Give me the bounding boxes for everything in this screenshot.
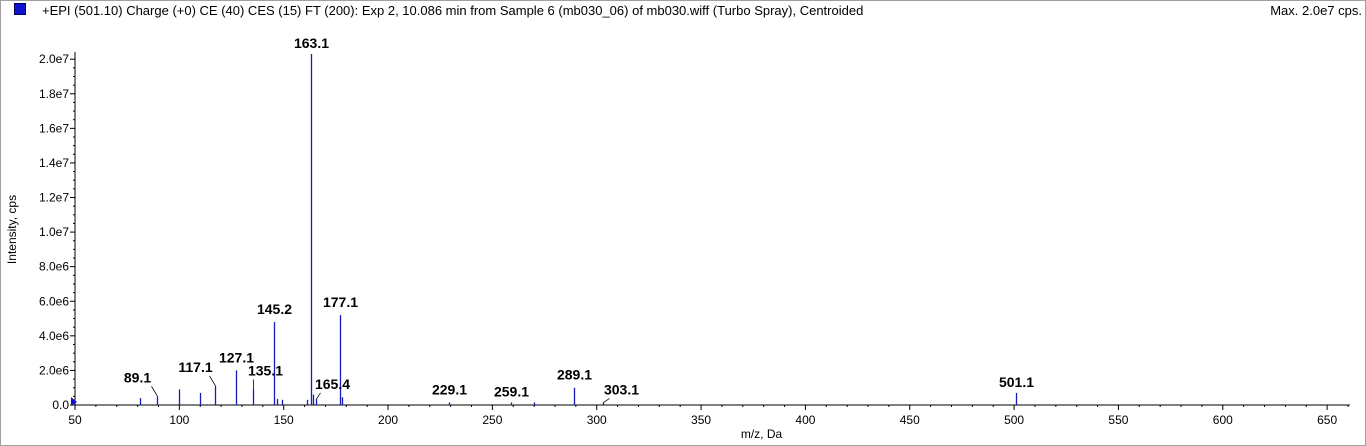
origin-marker-icon — [71, 397, 77, 406]
x-tick-label: 450 — [900, 413, 920, 427]
x-tick-label: 650 — [1317, 413, 1337, 427]
peak-label: 163.1 — [294, 35, 329, 51]
x-tick-label: 100 — [169, 413, 189, 427]
x-tick-label: 150 — [274, 413, 294, 427]
y-tick-label: 1.4e7 — [39, 156, 69, 170]
x-tick-label: 350 — [691, 413, 711, 427]
x-tick-label: 500 — [1004, 413, 1024, 427]
y-tick-label: 1.6e7 — [39, 121, 69, 135]
peak-label: 127.1 — [219, 349, 254, 365]
peak-leader-line — [151, 386, 158, 397]
max-intensity-label: Max. 2.0e7 cps. — [1270, 3, 1362, 18]
peak-label: 165.4 — [315, 376, 350, 392]
peak-label: 259.1 — [494, 383, 529, 399]
y-tick-label: 2.0e6 — [39, 363, 69, 377]
y-tick-label: 0.0 — [52, 398, 69, 412]
peak-label: 229.1 — [432, 381, 467, 397]
x-tick-label: 250 — [482, 413, 502, 427]
y-tick-label: 1.8e7 — [39, 87, 69, 101]
peak-label: 117.1 — [178, 359, 212, 375]
x-tick-label: 550 — [1108, 413, 1128, 427]
peak-label: 177.1 — [323, 294, 358, 310]
peak-leader-line — [316, 392, 321, 400]
x-tick-label: 600 — [1213, 413, 1233, 427]
peak-leader-line — [209, 375, 216, 387]
peak-leader-line — [603, 398, 610, 403]
series-swatch[interactable] — [14, 3, 26, 15]
peak-label: 135.1 — [248, 362, 283, 378]
y-tick-label: 8.0e6 — [39, 260, 69, 274]
peaks — [139, 54, 1018, 405]
peak-label: 501.1 — [999, 374, 1034, 390]
y-tick-label: 1.0e7 — [39, 225, 69, 239]
chart-header: +EPI (501.10) Charge (+0) CE (40) CES (1… — [0, 0, 1366, 22]
x-tick-label: 200 — [378, 413, 398, 427]
x-tick-label: 400 — [795, 413, 815, 427]
peak-label: 89.1 — [124, 369, 151, 385]
peak-label: 303.1 — [604, 381, 639, 397]
y-tick-label: 1.2e7 — [39, 191, 69, 205]
peak-label: 145.2 — [257, 301, 292, 317]
chart-title: +EPI (501.10) Charge (+0) CE (40) CES (1… — [42, 3, 864, 18]
y-axis-title: Intensity, cps — [5, 195, 19, 264]
y-tick-label: 4.0e6 — [39, 329, 69, 343]
x-tick-label: 300 — [587, 413, 607, 427]
y-tick-label: 6.0e6 — [39, 294, 69, 308]
peak-label: 289.1 — [557, 367, 592, 383]
axes: 0.0 2.0e6 4.0e6 6.0e6 8.0e6 1.0e7 1.2e7 1.4e7 1.… — [39, 52, 1350, 427]
x-tick-label: 50 — [68, 413, 82, 427]
x-axis-title: m/z, Da — [741, 427, 783, 441]
y-tick-label: 2.0e7 — [39, 52, 69, 66]
